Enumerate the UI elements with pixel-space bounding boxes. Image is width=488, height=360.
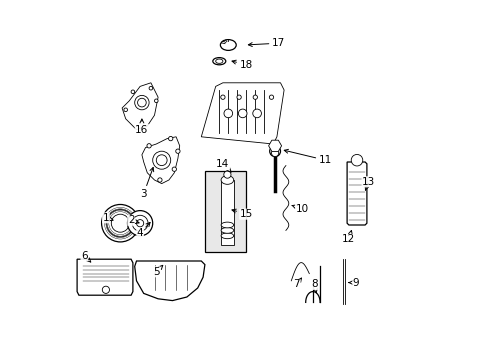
Circle shape (253, 95, 257, 99)
Circle shape (175, 149, 180, 153)
Circle shape (102, 204, 139, 242)
Polygon shape (201, 83, 284, 144)
Polygon shape (122, 83, 158, 130)
Ellipse shape (212, 58, 225, 65)
Ellipse shape (221, 222, 233, 228)
Text: 2: 2 (127, 215, 139, 225)
Polygon shape (346, 162, 366, 225)
Circle shape (252, 109, 261, 118)
Polygon shape (134, 261, 204, 301)
FancyBboxPatch shape (204, 171, 246, 252)
Text: 18: 18 (232, 60, 252, 70)
Text: 5: 5 (153, 265, 163, 277)
Polygon shape (77, 259, 133, 295)
Ellipse shape (215, 59, 223, 63)
Circle shape (269, 146, 280, 157)
Polygon shape (221, 180, 233, 245)
Circle shape (168, 136, 172, 141)
Text: 4: 4 (137, 222, 150, 238)
Circle shape (269, 95, 273, 99)
Circle shape (102, 286, 109, 293)
Circle shape (238, 109, 246, 118)
Circle shape (111, 214, 129, 232)
Text: 9: 9 (348, 278, 359, 288)
Ellipse shape (221, 176, 233, 184)
Text: 15: 15 (231, 209, 252, 219)
Circle shape (172, 167, 176, 171)
Text: 1: 1 (102, 213, 113, 223)
Text: 3: 3 (140, 167, 153, 199)
Text: 11: 11 (284, 149, 331, 165)
Circle shape (132, 215, 148, 231)
Circle shape (123, 108, 127, 112)
Text: 7: 7 (293, 278, 301, 289)
Circle shape (106, 210, 134, 237)
Text: 6: 6 (81, 251, 91, 262)
Circle shape (237, 95, 241, 99)
Circle shape (149, 86, 152, 90)
Circle shape (220, 95, 224, 99)
Text: 10: 10 (291, 204, 308, 214)
Circle shape (146, 144, 151, 148)
Ellipse shape (221, 228, 233, 233)
Circle shape (350, 154, 362, 166)
Text: 8: 8 (311, 279, 317, 293)
Circle shape (152, 151, 170, 169)
Circle shape (224, 109, 232, 118)
Text: 16: 16 (135, 119, 148, 135)
Circle shape (224, 171, 230, 178)
Circle shape (137, 98, 146, 107)
Circle shape (127, 211, 152, 236)
Circle shape (156, 155, 167, 166)
Ellipse shape (220, 40, 236, 50)
Circle shape (154, 99, 158, 103)
Circle shape (131, 90, 134, 94)
Circle shape (158, 178, 162, 182)
Circle shape (271, 149, 278, 157)
Text: 17: 17 (248, 38, 285, 48)
Polygon shape (268, 140, 281, 152)
Circle shape (136, 220, 143, 227)
Text: 13: 13 (361, 177, 375, 190)
Circle shape (134, 95, 149, 110)
Text: 12: 12 (342, 230, 355, 244)
Text: 14: 14 (216, 159, 231, 172)
Polygon shape (142, 137, 179, 184)
Ellipse shape (221, 233, 233, 239)
